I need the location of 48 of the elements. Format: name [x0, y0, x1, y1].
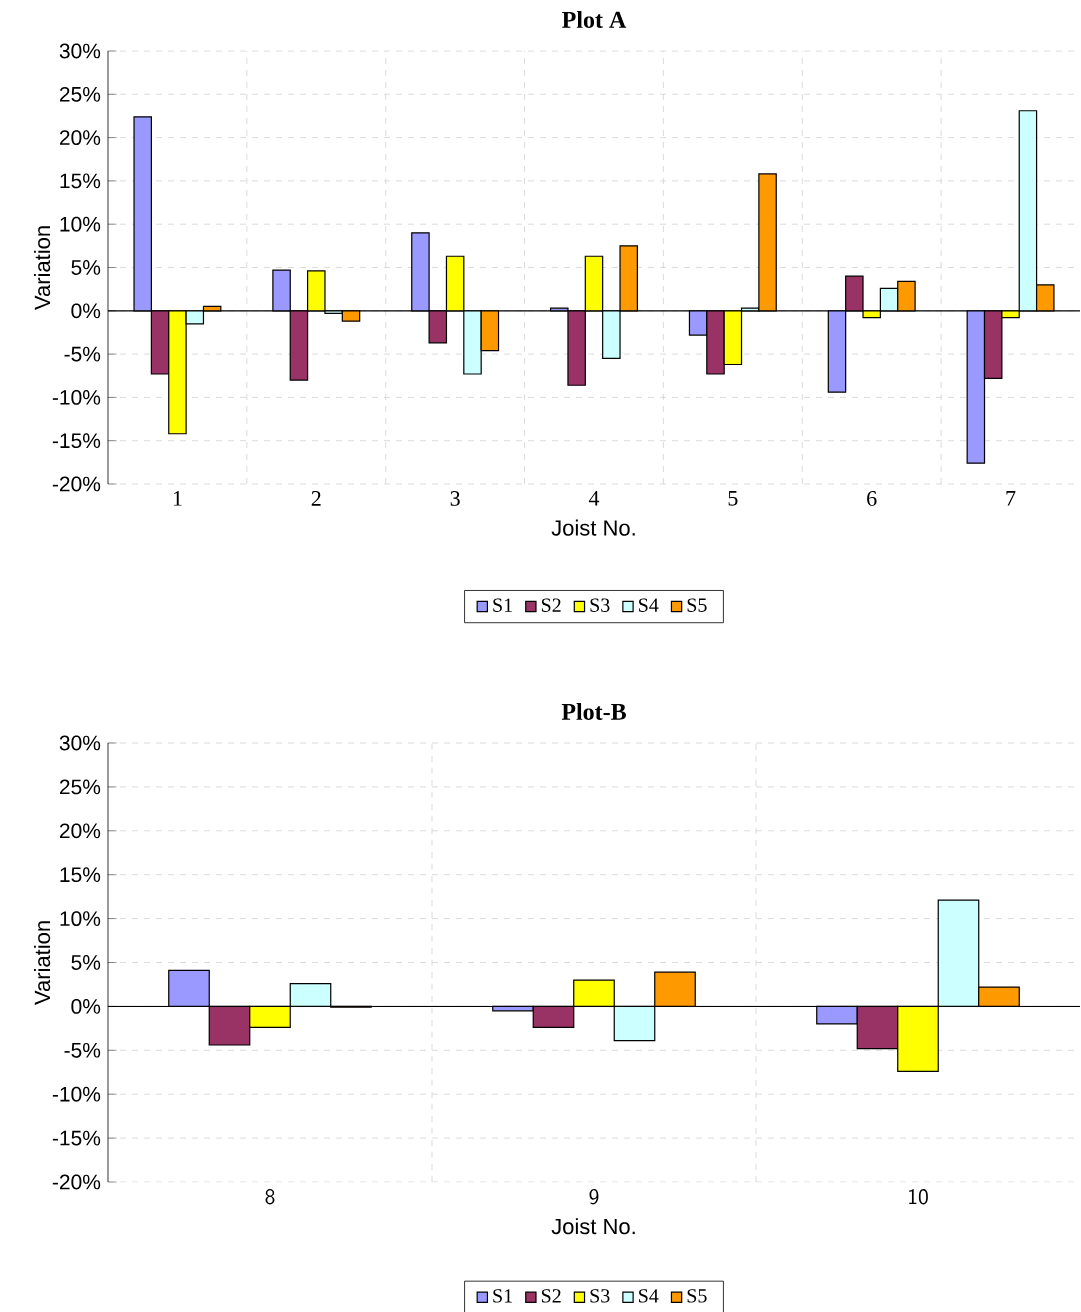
- legend-label: S5: [687, 1289, 707, 1303]
- chart-title: Plot-B: [561, 703, 626, 720]
- legend-label: S1: [493, 598, 512, 612]
- y-tick-label: -5%: [64, 346, 101, 362]
- y-tick-label: -5%: [64, 1042, 101, 1058]
- x-tick-label: 3: [450, 491, 460, 506]
- legend-label: S3: [590, 1289, 610, 1303]
- legend-label: S2: [541, 598, 561, 612]
- y-tick-label: 25%: [59, 779, 101, 795]
- x-tick-label: 7: [1006, 491, 1016, 506]
- x-tick-label: 8: [265, 1189, 275, 1205]
- y-tick-label: 25%: [59, 86, 101, 102]
- y-tick-label: 10%: [60, 216, 101, 232]
- y-tick-label: 30%: [59, 735, 101, 751]
- legend-label: S4: [639, 1289, 659, 1303]
- legend-label: S5: [687, 598, 707, 612]
- chart-title: Plot A: [562, 11, 627, 28]
- y-tick-label: 20%: [59, 130, 101, 146]
- y-tick-label: 15%: [60, 867, 101, 883]
- y-tick-label: -10%: [52, 389, 101, 405]
- y-tick-label: 15%: [60, 173, 101, 189]
- y-tick-label: 0%: [71, 303, 101, 319]
- y-tick-label: 30%: [59, 43, 101, 59]
- y-tick-label: -20%: [52, 476, 101, 492]
- legend-label: S2: [541, 1289, 561, 1303]
- legend-label: S4: [639, 598, 659, 612]
- x-tick-label: 6: [867, 491, 877, 506]
- x-tick-label: 5: [728, 491, 738, 506]
- x-tick-label: 4: [588, 491, 600, 506]
- x-axis-title: Joist No.: [551, 1218, 635, 1235]
- y-tick-label: 5%: [71, 955, 101, 970]
- y-tick-label: 0%: [71, 998, 101, 1014]
- y-tick-label: 20%: [59, 823, 101, 839]
- y-tick-label: -20%: [52, 1174, 101, 1190]
- x-tick-label: 9: [589, 1189, 599, 1205]
- y-axis-title: Variation: [34, 226, 51, 310]
- x-tick-label: 1: [173, 491, 182, 506]
- y-tick-label: -10%: [52, 1086, 101, 1102]
- y-tick-label: 10%: [60, 911, 101, 927]
- y-tick-label: -15%: [52, 1130, 101, 1146]
- y-tick-label: 5%: [71, 260, 101, 275]
- legend-label: S1: [493, 1289, 512, 1303]
- y-axis-title: Variation: [34, 921, 51, 1005]
- legend-label: S3: [590, 598, 610, 612]
- x-tick-label: 2: [311, 491, 321, 506]
- y-tick-label: -15%: [52, 433, 101, 449]
- x-tick-label: 10: [909, 1189, 928, 1205]
- x-axis-title: Joist No.: [551, 519, 635, 536]
